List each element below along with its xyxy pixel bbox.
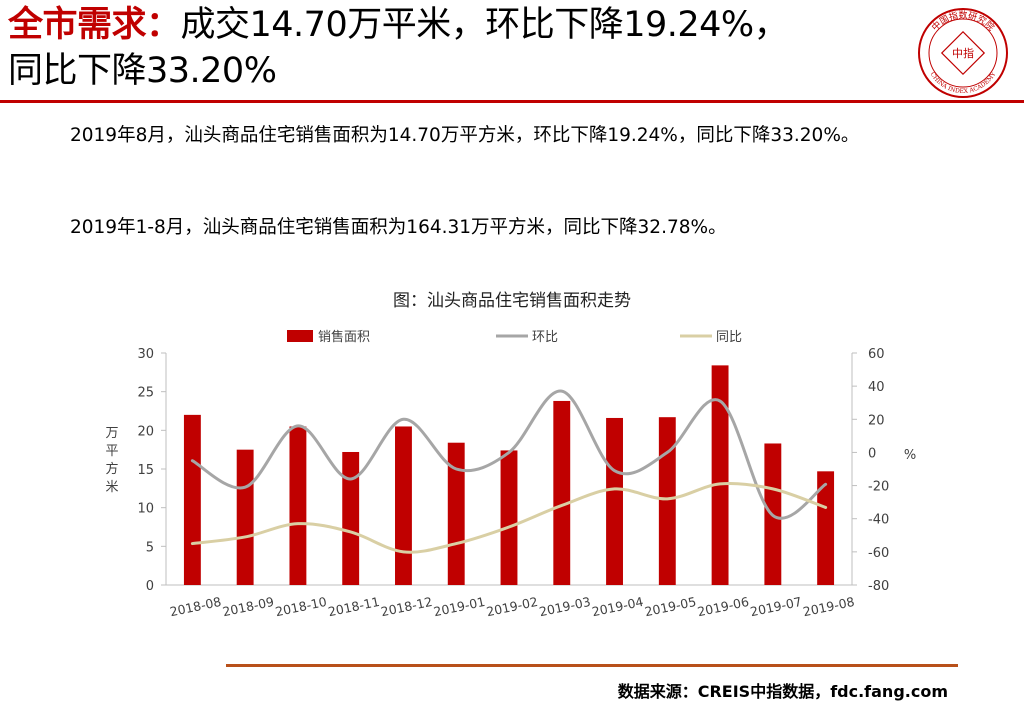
y-right-tick-label: 20 bbox=[868, 413, 885, 428]
line-mom-series bbox=[190, 389, 828, 520]
y-left-tick-label: 25 bbox=[137, 386, 154, 401]
legend-swatch-bar bbox=[287, 330, 313, 342]
data-source: 数据来源：CREIS中指数据，fdc.fang.com bbox=[617, 682, 948, 701]
y-right-tick-label: -20 bbox=[868, 480, 889, 495]
y-left-tick-label: 5 bbox=[146, 540, 154, 555]
page-title: 全市需求：成交14.70万平米，环比下降19.24%， 同比下降33.20% bbox=[8, 2, 908, 94]
bar-sales-area bbox=[817, 471, 835, 585]
bar-sales-area bbox=[658, 417, 676, 585]
bar-sales-area bbox=[289, 426, 307, 585]
x-tick-label: 2019-06 bbox=[696, 594, 750, 620]
x-tick-label: 2019-01 bbox=[432, 594, 486, 620]
x-tick-label: 2018-10 bbox=[274, 594, 328, 620]
bar-sales-area bbox=[711, 365, 729, 585]
x-tick-label: 2019-07 bbox=[749, 594, 803, 620]
bar-sales-area bbox=[447, 442, 465, 585]
x-tick-label: 2018-12 bbox=[379, 594, 433, 620]
legend-label: 销售面积 bbox=[318, 329, 370, 345]
bar-sales-area bbox=[183, 414, 201, 585]
y-left-tick-label: 15 bbox=[137, 463, 154, 478]
y-left-axis-label-char: 平 bbox=[105, 444, 118, 459]
y-left-tick-label: 30 bbox=[137, 347, 154, 362]
y-right-tick-label: 0 bbox=[868, 446, 876, 461]
y-right-axis-label: % bbox=[904, 448, 916, 463]
x-tick-label: 2018-11 bbox=[327, 594, 381, 620]
line-yoy-series bbox=[190, 481, 828, 554]
footer-divider bbox=[226, 664, 958, 667]
header-divider bbox=[0, 100, 1024, 103]
x-tick-label: 2018-08 bbox=[168, 594, 222, 620]
y-left-tick-label: 0 bbox=[146, 579, 154, 594]
bar-sales-area bbox=[236, 449, 254, 585]
legend-label: 同比 bbox=[716, 330, 742, 345]
x-tick-label: 2019-08 bbox=[802, 594, 856, 620]
y-left-axis-label-char: 万 bbox=[105, 426, 118, 441]
bar-sales-area bbox=[553, 400, 571, 585]
paragraph-ytd: 2019年1-8月，汕头商品住宅销售面积为164.31万平方米，同比下降32.7… bbox=[70, 217, 727, 238]
x-tick-label: 2018-09 bbox=[221, 594, 275, 620]
china-index-academy-seal-icon: 中国指数研究院 CHINA INDEX ACADEMY 中指 bbox=[918, 8, 1008, 98]
chart-title: 图：汕头商品住宅销售面积走势 bbox=[393, 291, 631, 311]
title-line2: 同比下降33.20% bbox=[8, 51, 277, 91]
x-tick-label: 2019-03 bbox=[538, 594, 592, 620]
y-left-tick-label: 20 bbox=[137, 424, 154, 439]
y-left-tick-label: 10 bbox=[137, 502, 154, 517]
legend-label: 环比 bbox=[532, 330, 558, 345]
x-tick-label: 2019-02 bbox=[485, 594, 539, 620]
bar-sales-area bbox=[606, 417, 623, 585]
paragraph-monthly: 2019年8月，汕头商品住宅销售面积为14.70万平方米，环比下降19.24%，… bbox=[70, 125, 860, 146]
seal-center-text: 中指 bbox=[952, 46, 974, 60]
y-left-axis-label-char: 方 bbox=[105, 461, 118, 477]
y-left-axis-label-char: 米 bbox=[105, 480, 118, 495]
title-highlight: 全市需求： bbox=[8, 5, 181, 45]
y-right-tick-label: 40 bbox=[868, 380, 885, 395]
y-right-tick-label: -40 bbox=[868, 513, 889, 528]
x-tick-label: 2019-04 bbox=[590, 594, 644, 620]
y-right-tick-label: 60 bbox=[868, 347, 885, 362]
x-tick-label: 2019-05 bbox=[643, 594, 697, 620]
bar-sales-area bbox=[342, 451, 360, 585]
y-right-tick-label: -80 bbox=[868, 579, 889, 594]
title-line1: 成交14.70万平米，环比下降19.24%， bbox=[180, 5, 789, 45]
y-right-tick-label: -60 bbox=[868, 546, 889, 561]
bar-sales-area bbox=[500, 450, 518, 585]
bar-sales-area bbox=[395, 426, 412, 585]
